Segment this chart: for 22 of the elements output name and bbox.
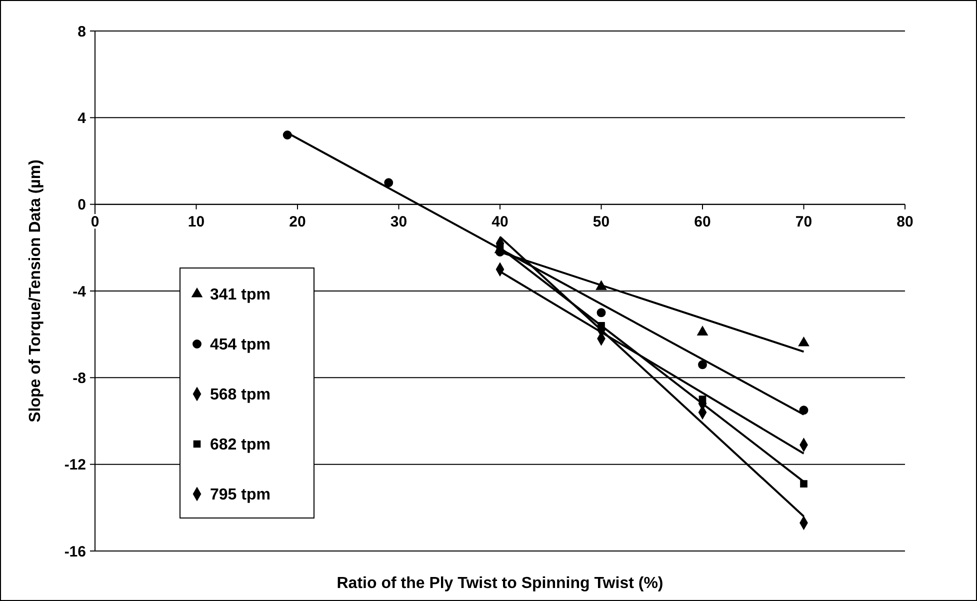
x-tick-label: 20 bbox=[289, 213, 306, 230]
y-tick-label: -12 bbox=[64, 456, 86, 474]
legend-label: 795 tpm bbox=[210, 486, 270, 504]
y-tick-label: -16 bbox=[64, 543, 86, 560]
x-axis-title: Ratio of the Ply Twist to Spinning Twist (%) bbox=[336, 575, 664, 592]
x-tick-label: 60 bbox=[694, 213, 711, 230]
x-tick-label: 50 bbox=[592, 213, 610, 230]
y-axis-title: Slope of Torque/Tension Data (µm) bbox=[27, 160, 44, 422]
y-tick-label: 0 bbox=[78, 196, 86, 214]
legend-label: 341 tpm bbox=[210, 286, 270, 304]
y-tick-label: -8 bbox=[72, 370, 86, 387]
x-tick-label: 10 bbox=[188, 213, 205, 230]
legend-label: 568 tpm bbox=[210, 386, 270, 404]
y-tick-label: 8 bbox=[78, 23, 86, 40]
x-tick-label: 30 bbox=[390, 213, 408, 230]
legend-label: 454 tpm bbox=[210, 336, 270, 354]
y-tick-label: 4 bbox=[78, 110, 87, 127]
legend-label: 682 tpm bbox=[210, 436, 270, 454]
x-tick-label: 40 bbox=[492, 213, 508, 230]
x-tick-label: 80 bbox=[896, 213, 914, 230]
x-tick-label: 70 bbox=[795, 213, 812, 230]
y-tick-label: -4 bbox=[72, 283, 87, 300]
